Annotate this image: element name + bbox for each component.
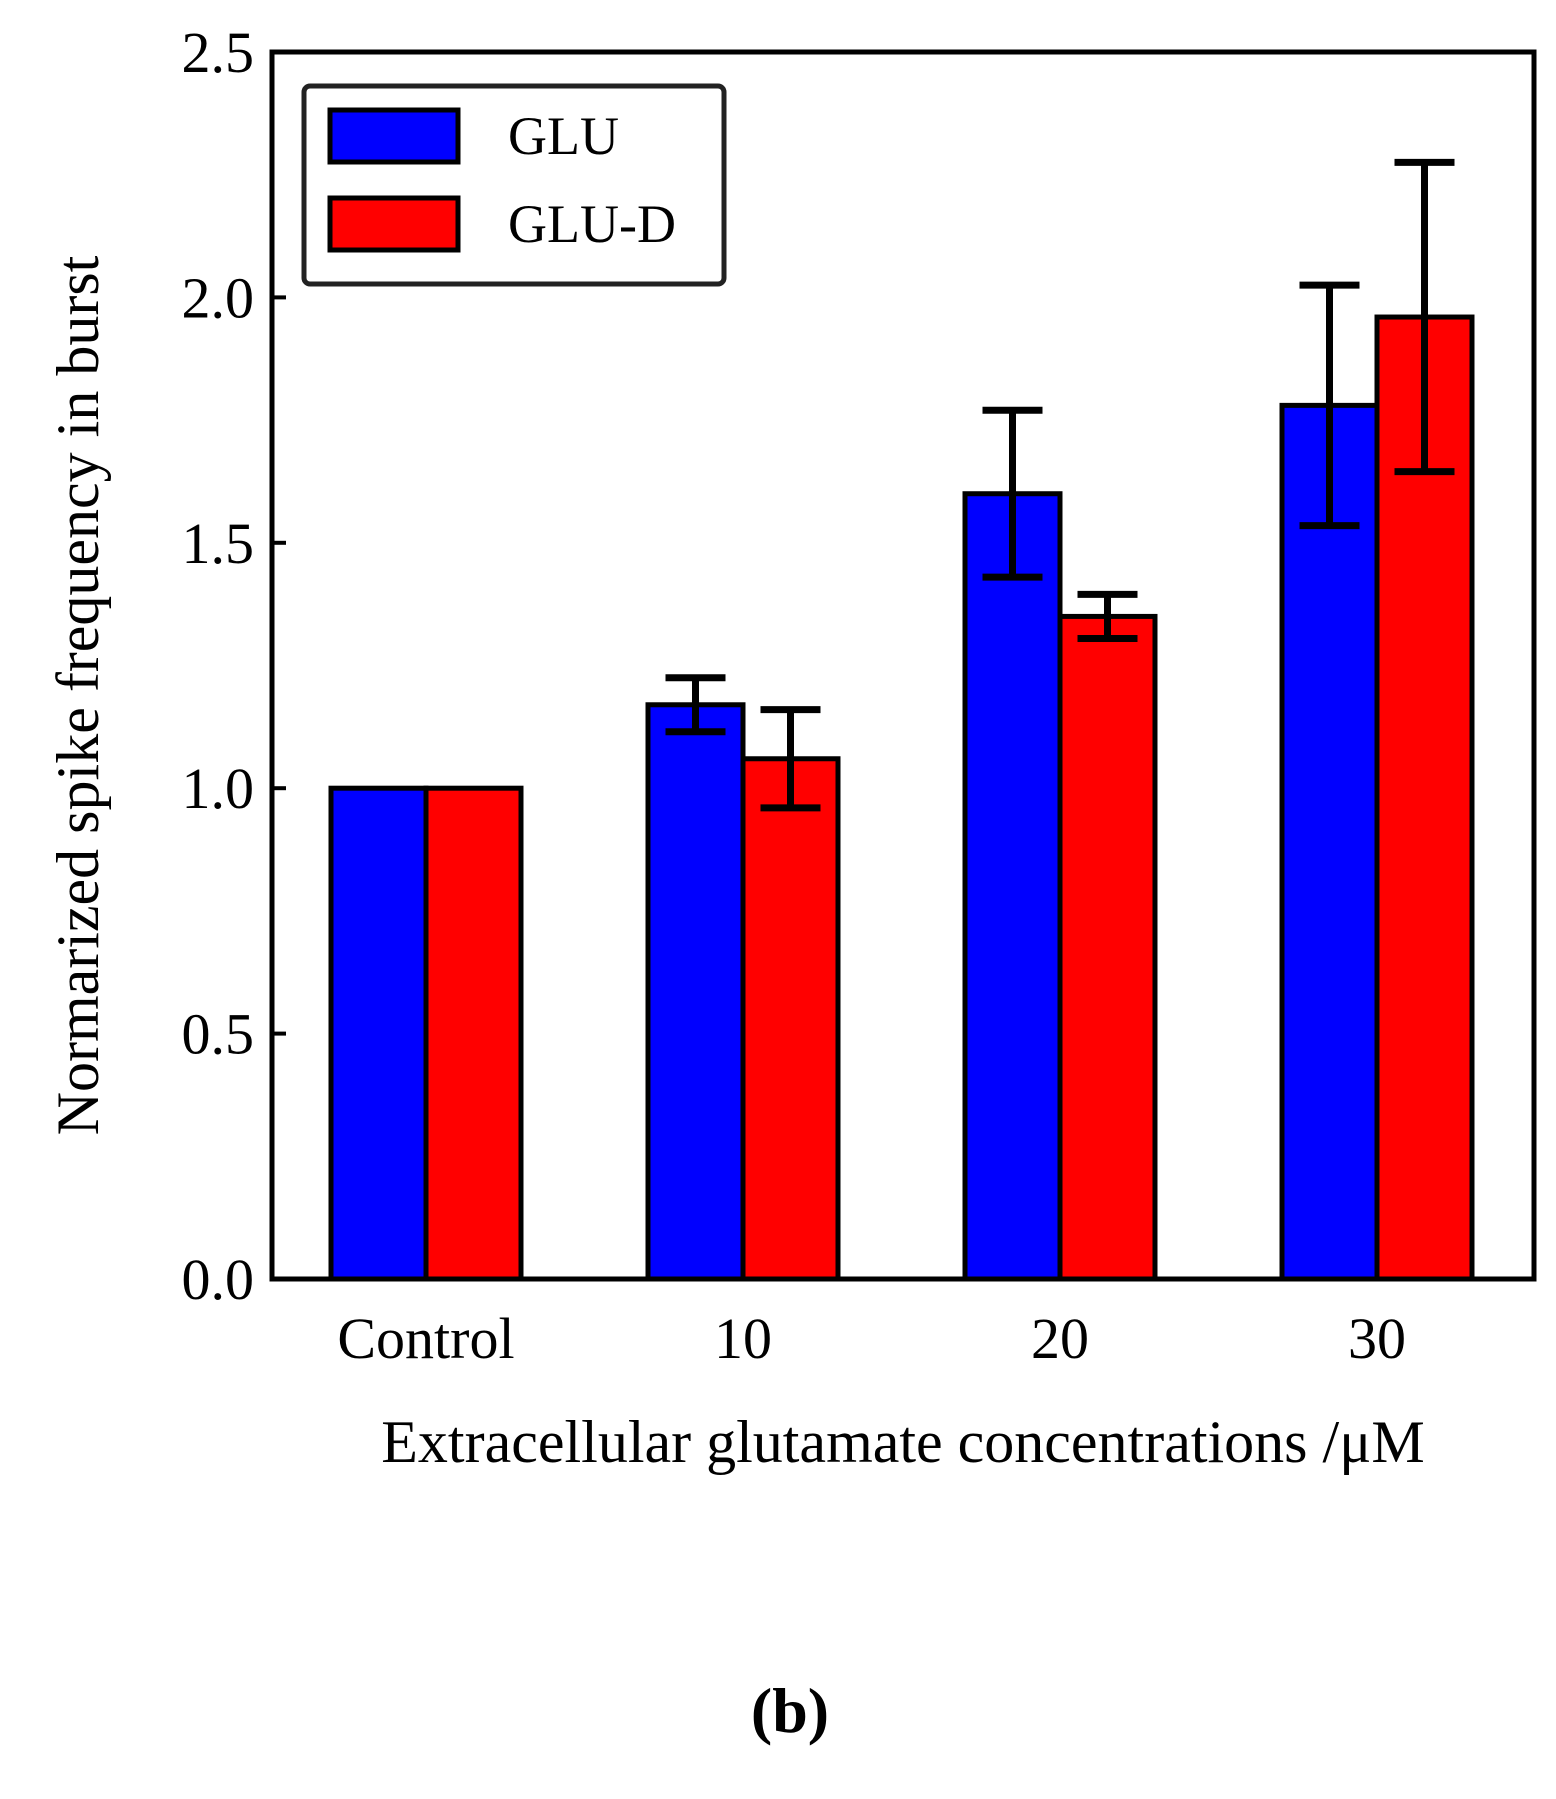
error-bar-glu-d-30: [1394, 158, 1455, 476]
y-tick-label: 1.5: [182, 511, 255, 576]
x-tick-label-control: Control: [337, 1306, 514, 1371]
x-tick-label-20: 20: [1031, 1306, 1089, 1371]
x-axis: Control 10 20 30: [337, 1306, 1406, 1371]
y-tick-label: 0.0: [182, 1247, 255, 1312]
plot-frame: [269, 49, 1537, 1282]
legend: GLU GLU-D: [301, 83, 727, 287]
bar-glu-control: [328, 785, 429, 1282]
y-tick-label: 0.5: [182, 1002, 255, 1067]
bar-glu-30: [1279, 402, 1380, 1282]
legend-label-glu: GLU: [508, 106, 619, 166]
y-tick-label: 2.5: [182, 20, 255, 85]
legend-swatch-glu-d: [327, 195, 461, 253]
bar-glu-d-30: [1374, 314, 1475, 1282]
x-tick-label-10: 10: [714, 1306, 772, 1371]
y-tick-label: 1.0: [182, 756, 255, 821]
panel-label: (b): [751, 1675, 829, 1746]
legend-swatch-glu: [327, 107, 461, 165]
x-axis-title: Extracellular glutamate concentrations /…: [381, 1409, 1424, 1475]
error-bar-glu-20: [982, 406, 1043, 581]
y-tick-label: 2.0: [182, 265, 255, 330]
error-bar-glu-d-10: [760, 706, 821, 812]
legend-label-glu-d: GLU-D: [508, 194, 676, 254]
x-tick-label-30: 30: [1348, 1306, 1406, 1371]
error-bar-glu-30: [1299, 281, 1360, 530]
bar-glu-d-control: [423, 785, 524, 1282]
bar-glu-10: [645, 702, 746, 1282]
y-axis: 0.0 0.5 1.0 1.5 2.0 2.5: [182, 20, 286, 1312]
error-bar-glu-d-20: [1077, 590, 1138, 643]
bar-glu-20: [962, 491, 1063, 1282]
bar-glu-d-10: [740, 756, 841, 1282]
bar-glu-d-20: [1057, 613, 1158, 1282]
y-axis-title: Normarized spike frequency in burst: [45, 255, 111, 1135]
error-bar-glu-10: [665, 674, 726, 736]
bars-layer: [328, 314, 1475, 1282]
error-bars-layer: [665, 158, 1455, 812]
